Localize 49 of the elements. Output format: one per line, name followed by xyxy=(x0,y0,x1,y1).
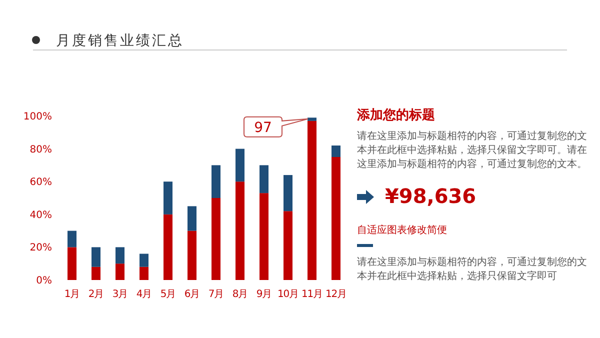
bar xyxy=(116,264,124,280)
bar xyxy=(164,182,172,214)
x-tick-label: 6月 xyxy=(184,289,200,300)
x-tick-label: 10月 xyxy=(278,289,298,300)
bar xyxy=(116,247,124,264)
bar xyxy=(188,206,196,231)
bar xyxy=(236,148,244,182)
annotation: 97 xyxy=(254,120,272,136)
bar xyxy=(308,118,316,121)
bar xyxy=(284,211,292,280)
bar xyxy=(68,247,76,280)
x-tick-label: 7月 xyxy=(208,289,224,300)
x-tick-label: 4月 xyxy=(136,289,152,300)
bar xyxy=(68,230,76,248)
bar xyxy=(260,165,268,194)
bar xyxy=(332,157,340,280)
bar xyxy=(284,175,292,212)
x-tick-label: 9月 xyxy=(256,289,272,300)
x-tick-label: 2月 xyxy=(88,289,104,300)
text: 添加您的标题 xyxy=(356,108,435,123)
bar xyxy=(236,182,244,280)
x-tick-label: 11月 xyxy=(302,289,322,300)
text: 请在这里添加与标题相符的内容，可通过复制您的文本并在此框中选择粘贴，选择只保留文字即可。请在这里添加与标题相符的内容，可通过复制您的文本。 xyxy=(357,130,587,170)
bar xyxy=(140,254,148,267)
x-tick-label: 1月 xyxy=(64,289,80,300)
y-tick-label: 100% xyxy=(23,112,52,122)
bar xyxy=(308,120,316,280)
text: 请在这里添加与标题相符的内容，可通过复制您的文本并在此框中选择粘贴，选择只保留文字即可 xyxy=(357,256,587,282)
x-tick-label: 8月 xyxy=(232,289,248,300)
x-tick-label: 5月 xyxy=(160,289,176,300)
text: 自适应图表修改简便 xyxy=(357,224,447,236)
x-tick-label: 12月 xyxy=(326,289,346,300)
chart-title: 月度销售业绩汇总 xyxy=(56,33,184,49)
bar xyxy=(212,198,220,280)
y-tick-label: 60% xyxy=(30,177,52,188)
bar xyxy=(260,193,268,280)
bar xyxy=(92,266,100,280)
x-tick-label: 3月 xyxy=(112,289,128,300)
y-tick-label: 40% xyxy=(30,210,52,221)
y-tick-label: 0% xyxy=(36,276,52,286)
bar xyxy=(140,266,148,280)
bar xyxy=(332,146,340,157)
y-tick-label: 20% xyxy=(30,242,52,254)
bar xyxy=(212,165,220,198)
bar xyxy=(188,230,196,280)
text: ¥98,636 xyxy=(385,184,476,208)
bar xyxy=(164,214,172,280)
y-tick-label: 80% xyxy=(30,144,52,156)
bar xyxy=(92,247,100,267)
